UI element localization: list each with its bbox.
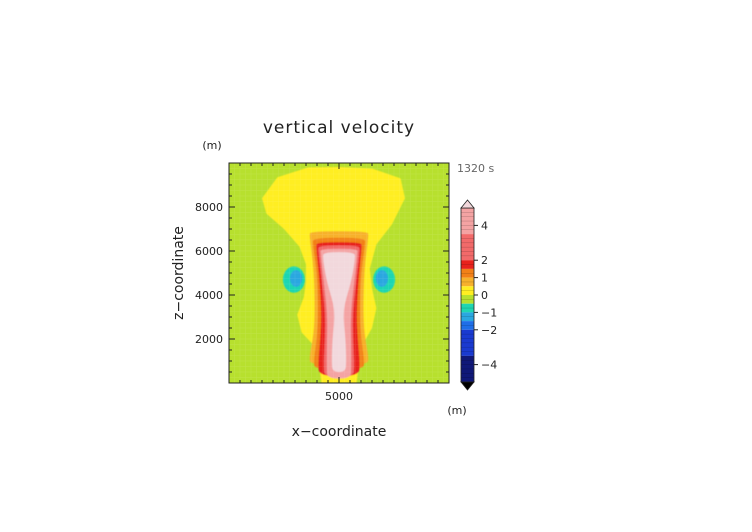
colorbar-band xyxy=(461,208,474,235)
field-contour xyxy=(323,252,355,372)
colorbar-band xyxy=(461,295,474,304)
colorbar-tick-label: 1 xyxy=(481,272,488,285)
colorbar-band xyxy=(461,268,474,278)
plot-area xyxy=(229,163,449,383)
colorbar-band xyxy=(461,260,474,269)
colorbar: 4 2 1 0 −1 −2 −4 xyxy=(460,199,497,391)
colorbar-band xyxy=(461,286,474,295)
colorbar-over-arrow xyxy=(460,199,475,209)
y-axis-label: z−coordinate xyxy=(171,226,187,320)
colorbar-tick-label: 2 xyxy=(481,254,488,267)
x-unit-label: (m) xyxy=(447,404,466,417)
field-contour xyxy=(289,270,303,287)
colorbar-tick-label: 0 xyxy=(481,289,488,302)
velocity-field xyxy=(262,167,405,383)
plot-grid-texture xyxy=(229,163,449,383)
chart-title: vertical velocity xyxy=(263,118,415,138)
y-tick-label: 2000 xyxy=(195,333,223,346)
colorbar-band xyxy=(461,277,474,287)
y-unit-label: (m) xyxy=(202,139,221,152)
colorbar-band xyxy=(461,329,474,356)
colorbar-tick-label: −2 xyxy=(481,324,497,337)
y-tick-label: 4000 xyxy=(195,289,223,302)
colorbar-band xyxy=(461,355,474,382)
colorbar-band xyxy=(461,321,474,330)
colorbar-band xyxy=(461,234,474,261)
y-tick-label: 6000 xyxy=(195,245,223,258)
y-axis: 2000 4000 6000 8000 xyxy=(195,162,449,384)
colorbar-tick-label: −1 xyxy=(481,306,497,319)
y-tick-label: 8000 xyxy=(195,201,223,214)
colorbar-band xyxy=(461,303,474,313)
field-contour xyxy=(375,270,389,287)
colorbar-under-arrow xyxy=(460,381,475,391)
colorbar-tick-label: −4 xyxy=(481,359,497,372)
x-axis-label: x−coordinate xyxy=(292,424,387,440)
x-tick-label: 5000 xyxy=(325,390,353,403)
colorbar-band xyxy=(461,312,474,322)
colorbar-tick-label: 4 xyxy=(481,219,488,232)
time-label: 1320 s xyxy=(457,162,494,175)
